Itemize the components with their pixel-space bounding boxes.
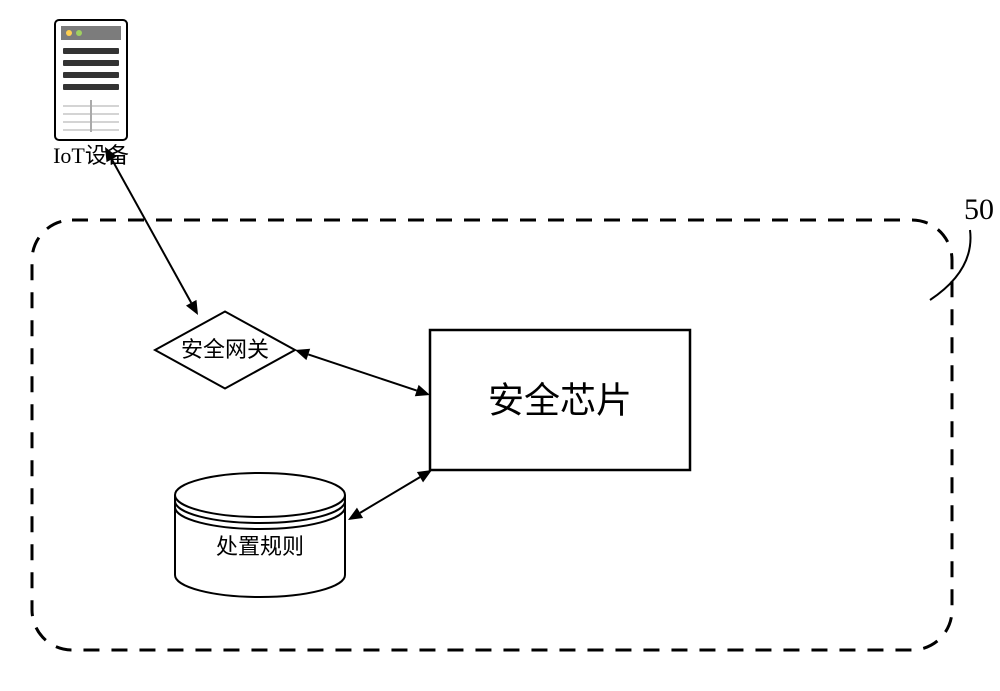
arrow-iot-gateway-line	[112, 159, 191, 303]
iot-device-label: IoT设备	[53, 143, 129, 168]
rules-db-top	[175, 473, 345, 517]
iot-device: IoT设备	[53, 20, 129, 168]
container-leader-line	[930, 230, 971, 300]
arrow-gateway-chip-head-back	[295, 349, 310, 360]
arrow-chip-rules-head-back	[417, 470, 432, 482]
gateway-label: 安全网关	[181, 337, 269, 362]
container-ref-label: 50	[964, 193, 994, 226]
rules-db-label: 处置规则	[216, 534, 304, 559]
arrow-chip-rules-line	[360, 477, 420, 513]
arrow-gateway-chip-head-fwd	[415, 385, 430, 396]
chip-label: 安全芯片	[488, 380, 632, 420]
arrow-gateway-chip-line	[308, 354, 416, 390]
arrow-chip-rules-head-fwd	[348, 508, 363, 520]
